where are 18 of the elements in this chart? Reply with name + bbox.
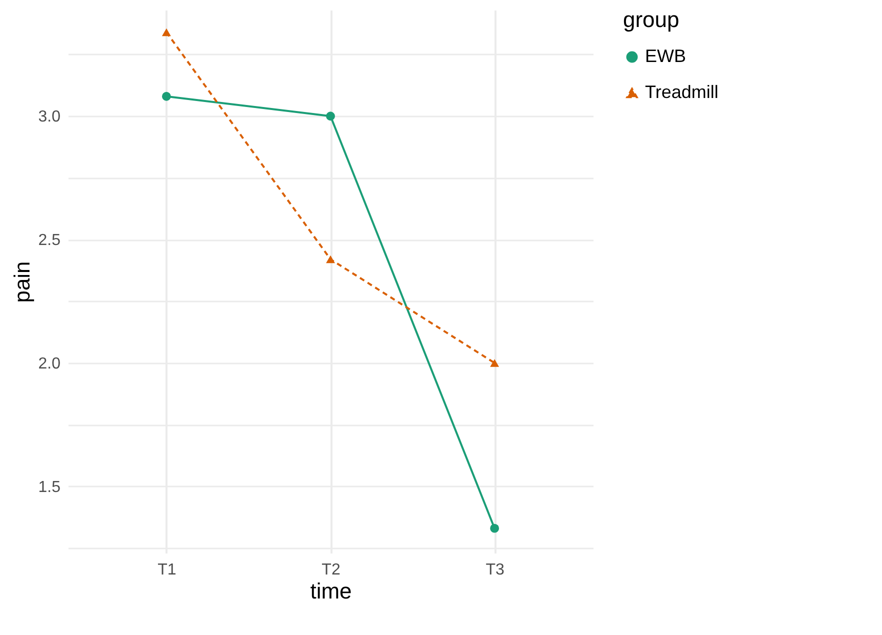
y-tick-label: 2.0	[38, 355, 61, 372]
x-tick-label: T1	[158, 562, 176, 578]
x-tick-label: T2	[322, 562, 340, 578]
point	[490, 359, 500, 367]
x-tick-label: T3	[486, 562, 504, 578]
point	[162, 92, 171, 101]
point	[162, 28, 171, 36]
y-tick-label: 3.0	[38, 108, 61, 126]
legend-label: EWB	[645, 46, 686, 66]
point	[326, 112, 335, 121]
y-tick-label: 1.5	[38, 478, 61, 496]
point	[490, 524, 500, 533]
legend-title: group	[623, 7, 680, 32]
y-tick-label: 2.5	[38, 232, 61, 250]
y-axis-title: pain	[9, 261, 34, 303]
legend-label: Treadmill	[645, 82, 718, 102]
x-axis-title: time	[310, 578, 352, 604]
point	[326, 255, 335, 264]
